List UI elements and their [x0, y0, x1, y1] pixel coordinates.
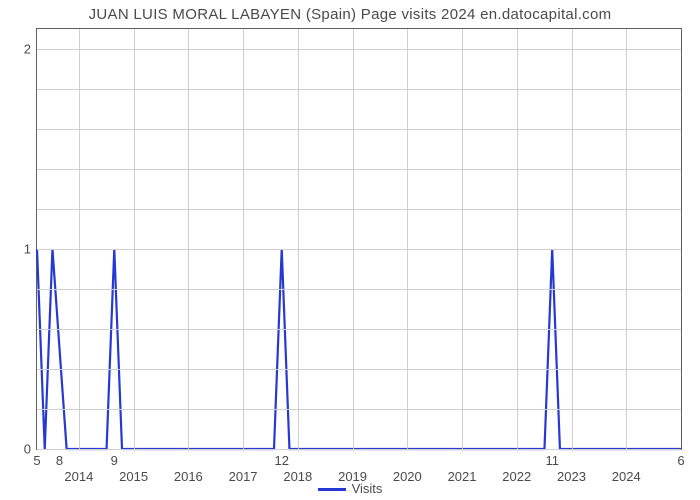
legend-label: Visits: [352, 481, 383, 496]
value-label: 11: [545, 453, 559, 468]
x-gridline: [462, 29, 463, 449]
x-gridline: [79, 29, 80, 449]
x-gridline: [134, 29, 135, 449]
x-gridline: [626, 29, 627, 449]
chart-title: JUAN LUIS MORAL LABAYEN (Spain) Page vis…: [0, 6, 700, 23]
y-tick-label: 2: [24, 42, 31, 57]
y-tick-label: 0: [24, 442, 31, 457]
chart-container: JUAN LUIS MORAL LABAYEN (Spain) Page vis…: [0, 0, 700, 500]
x-gridline: [353, 29, 354, 449]
x-gridline: [298, 29, 299, 449]
x-gridline: [407, 29, 408, 449]
plot-area: 0122014201520162017201820192020202120222…: [36, 28, 682, 450]
x-gridline: [188, 29, 189, 449]
y-tick-label: 1: [24, 242, 31, 257]
legend: Visits: [0, 481, 700, 496]
value-label: 12: [274, 453, 288, 468]
value-label: 9: [111, 453, 118, 468]
value-label: 8: [56, 453, 63, 468]
value-label: 5: [33, 453, 40, 468]
x-gridline: [517, 29, 518, 449]
x-gridline: [243, 29, 244, 449]
y-gridline-major: [37, 449, 681, 450]
value-label: 6: [677, 453, 684, 468]
x-gridline: [572, 29, 573, 449]
legend-swatch: [318, 488, 346, 491]
